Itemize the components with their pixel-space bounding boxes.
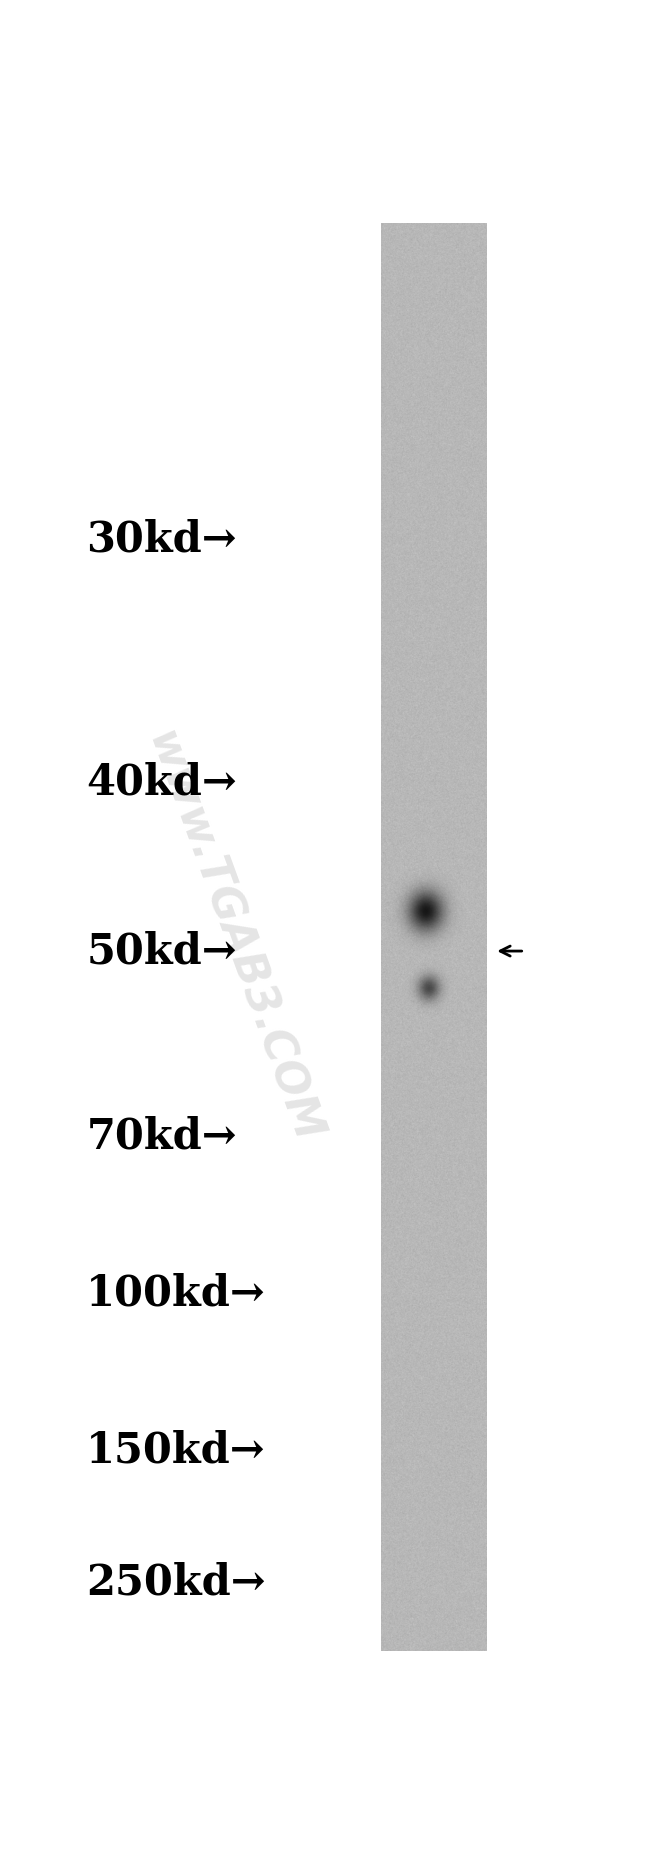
Text: www.TGAB3.COM: www.TGAB3.COM — [138, 725, 327, 1148]
Text: 250kd→: 250kd→ — [86, 1562, 266, 1603]
Text: 30kd→: 30kd→ — [86, 519, 237, 560]
Text: 50kd→: 50kd→ — [86, 929, 237, 972]
Text: 150kd→: 150kd→ — [86, 1430, 266, 1473]
Text: 70kd→: 70kd→ — [86, 1115, 237, 1158]
Text: 40kd→: 40kd→ — [86, 762, 237, 803]
Text: 100kd→: 100kd→ — [86, 1273, 266, 1315]
